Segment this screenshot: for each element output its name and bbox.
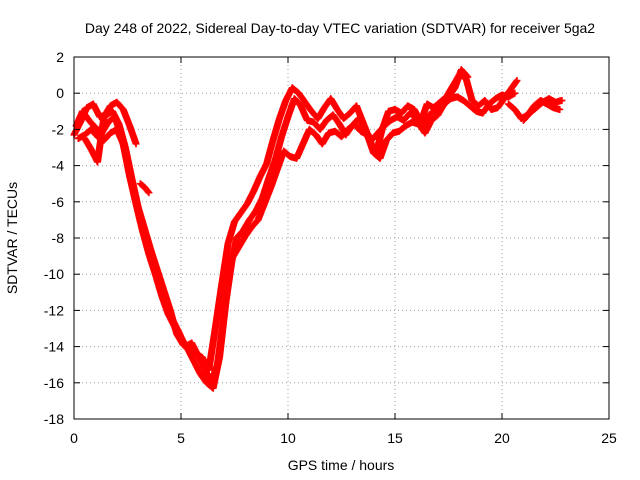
data-point [511, 89, 519, 97]
x-axis-label: GPS time / hours [288, 457, 395, 473]
y-tick-label: 2 [56, 49, 64, 65]
y-tick-labels: -18 -16 -14 -12 -10 -8 -6 -4 -2 0 2 [44, 49, 64, 427]
series-track-c [74, 111, 442, 392]
y-axis-label: SDTVAR / TECUs [4, 182, 20, 294]
data-point [144, 188, 152, 196]
data-point [512, 78, 520, 86]
y-tick-label: -16 [44, 375, 64, 391]
x-tick-label: 0 [70, 430, 78, 446]
x-tick-label: 25 [601, 430, 617, 446]
series-track-b [72, 66, 472, 387]
data-point [513, 77, 521, 85]
x-tick-label: 10 [280, 430, 296, 446]
data-point [132, 140, 140, 148]
y-tick-label: -14 [44, 339, 64, 355]
x-tick-label: 20 [494, 430, 510, 446]
y-tick-label: 0 [56, 85, 64, 101]
x-tick-label: 5 [177, 430, 185, 446]
series-track-d [81, 98, 140, 166]
y-tick-label: -2 [52, 121, 65, 137]
data-point [558, 96, 566, 104]
y-tick-label: -18 [44, 411, 64, 427]
y-tick-label: -10 [44, 266, 64, 282]
data-series [70, 66, 566, 392]
x-tick-label: 15 [387, 430, 403, 446]
x-tick-labels: 0 5 10 15 20 25 [70, 430, 617, 446]
y-tick-label: -12 [44, 302, 64, 318]
series-track-e [136, 180, 153, 197]
chart-title: Day 248 of 2022, Sidereal Day-to-day VTE… [85, 20, 595, 36]
data-point [145, 189, 153, 197]
data-point [463, 72, 471, 80]
y-tick-label: -4 [52, 158, 65, 174]
y-tick-label: -6 [52, 194, 65, 210]
data-point [556, 105, 564, 113]
axis-ticks [73, 56, 610, 420]
series-track-f [434, 89, 519, 119]
data-point [464, 73, 472, 81]
y-tick-label: -8 [52, 230, 65, 246]
series-track-h [519, 95, 566, 124]
